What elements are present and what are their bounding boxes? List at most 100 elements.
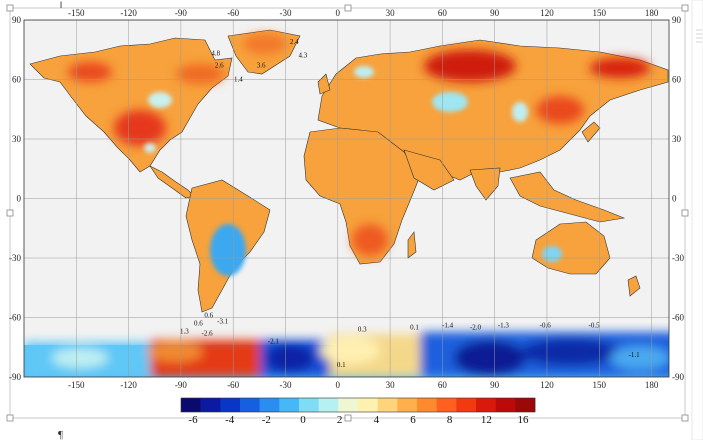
axis-ticks: -150 -150 -120 -120 -90 -90 -60 -60 -30 -30 0 0 30 30… (9, 8, 684, 390)
lon-tick-label-bottom: -30 (279, 380, 291, 390)
anomaly-value-label: 0.1 (410, 323, 419, 331)
arabia (403, 149, 455, 191)
colorbar-swatch (318, 398, 339, 412)
colorbar-swatch (259, 398, 280, 412)
lat-tick-label-left: -90 (9, 372, 21, 382)
anomaly-value-label: -2.6 (201, 329, 213, 337)
colorbar-label: -2 (262, 414, 271, 426)
lon-tick-label-bottom: 150 (593, 380, 607, 390)
british-isles (317, 73, 331, 95)
lon-tick-label-top: 30 (386, 8, 396, 18)
lon-tick-label-top: 0 (336, 8, 341, 18)
colorbar-swatch (476, 398, 496, 412)
india (469, 167, 501, 201)
lon-tick-label-bottom: -60 (227, 380, 239, 390)
colorbar-swatch (299, 398, 319, 412)
lat-tick-label-left: 90 (12, 15, 22, 25)
colorbar-label: 16 (518, 414, 530, 426)
anomaly-value-label: 4.8 (211, 50, 220, 58)
colorbar-swatch (181, 398, 201, 412)
colorbar-border (180, 397, 536, 413)
lat-tick-label-right: -90 (672, 372, 684, 382)
lon-tick-label-top: 150 (593, 8, 607, 18)
anomaly-value-label: 0.3 (358, 325, 367, 333)
anomaly-value-label: -2.1 (268, 337, 280, 345)
colorbar-swatch (279, 398, 300, 412)
lon-tick-label-top: -30 (279, 8, 291, 18)
lat-tick-label-left: 30 (12, 134, 22, 144)
colorbar-label: 4 (374, 414, 380, 426)
anomaly-value-label: -3.1 (217, 317, 229, 325)
lon-tick-label-top: 90 (490, 8, 500, 18)
lon-tick-label-bottom: 60 (438, 380, 448, 390)
lon-tick-label-top: 120 (540, 8, 554, 18)
colorbar-label: -6 (188, 414, 198, 426)
anomaly-value-label: 3.6 (257, 62, 266, 70)
colorbar-swatch (515, 398, 536, 412)
resize-handles[interactable] (6, 4, 689, 422)
colorbar-swatch (456, 398, 477, 412)
lon-tick-label-bottom: -90 (175, 380, 187, 390)
lon-tick-label-bottom: 180 (645, 380, 659, 390)
colorbar-swatch (220, 398, 241, 412)
lat-tick-label-right: 30 (672, 134, 682, 144)
lon-tick-label-bottom: 30 (386, 380, 396, 390)
anomaly-value-label: -2.0 (470, 323, 482, 331)
colorbar: -6 -4 -2 0 2 4 6 8 12 16 (180, 397, 536, 426)
southeast-asia (509, 171, 626, 223)
lat-tick-label-right: -30 (672, 253, 684, 263)
lon-tick-label-bottom: -120 (120, 380, 137, 390)
ruler-mark: ‖ (60, 0, 63, 10)
lon-tick-label-top: -150 (68, 8, 85, 18)
lon-tick-label-top: -60 (227, 8, 239, 18)
anomaly-value-label: 4.3 (299, 52, 308, 60)
new-zealand (627, 275, 641, 297)
japan (581, 121, 601, 143)
lon-tick-label-top: 60 (438, 8, 448, 18)
anomaly-value-label: 0.6 (204, 312, 213, 320)
anomaly-value-label: 2.4 (290, 38, 299, 46)
page-edge-lines (696, 29, 702, 43)
graticule (24, 20, 669, 377)
lat-tick-label-left: -30 (9, 253, 21, 263)
lon-tick-label-bottom: -150 (68, 380, 85, 390)
lon-tick-label-top: -90 (175, 8, 187, 18)
colorbar-label: 12 (481, 414, 492, 426)
colorbar-swatch (358, 398, 378, 412)
page-edge (691, 0, 703, 440)
lon-tick-label-bottom: 0 (336, 380, 341, 390)
antarctica (24, 332, 669, 377)
colorbar-swatch (200, 398, 221, 412)
anomaly-value-label: -1.1 (629, 351, 641, 359)
anomaly-value-label: -1.4 (442, 321, 454, 329)
colorbar-label: 6 (410, 414, 416, 426)
colorbar-swatch (240, 398, 260, 412)
anomaly-value-label: -1.3 (498, 321, 510, 329)
lat-tick-label-left: -60 (9, 313, 21, 323)
lat-tick-label-right: 90 (672, 15, 682, 25)
anomaly-value-label: -0.6 (540, 321, 552, 329)
anomaly-value-label: 0.6 (194, 319, 203, 327)
anomaly-value-label: 2.6 (215, 62, 224, 70)
lon-tick-label-top: -120 (120, 8, 137, 18)
colorbar-swatch (417, 398, 437, 412)
colorbar-swatch (397, 398, 418, 412)
anomaly-value-label: 1.3 (180, 327, 189, 335)
lon-tick-label-bottom: 90 (490, 380, 500, 390)
colorbar-swatch (338, 398, 359, 412)
madagascar (407, 231, 417, 259)
map-annotations: 2.4 4.8 2.6 3.6 4.3 1.4 0.60.6 -3.1 1.3 -2.6 -2.1 0… (180, 38, 640, 369)
colorbar-swatch (495, 398, 516, 412)
colorbar-label: 2 (337, 414, 343, 426)
lat-tick-label-right: 0 (672, 194, 677, 204)
lat-tick-label-left: 60 (12, 75, 22, 85)
colorbar-label: 0 (300, 414, 306, 426)
anomaly-value-label: 1.4 (234, 75, 243, 83)
colorbar-label: 8 (447, 414, 453, 426)
colorbar-swatch (377, 398, 398, 412)
anomaly-value-label: 0.1 (337, 361, 346, 369)
lat-tick-label-left: 0 (17, 194, 22, 204)
colorbar-swatch (436, 398, 457, 412)
anomaly-hotspots (68, 34, 650, 256)
